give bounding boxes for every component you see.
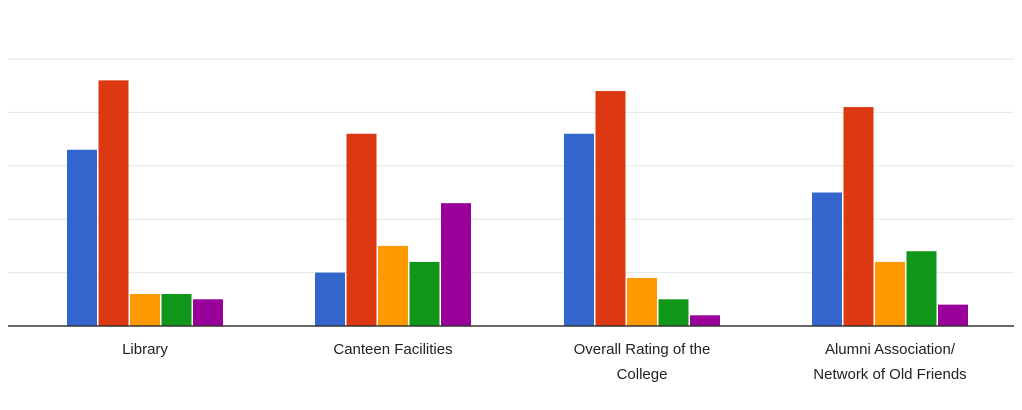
- bar[interactable]: [378, 245, 408, 326]
- bar[interactable]: [564, 133, 594, 326]
- bar[interactable]: [843, 107, 874, 326]
- bar[interactable]: [98, 80, 129, 326]
- bar[interactable]: [346, 133, 377, 326]
- category-label: College: [617, 366, 668, 383]
- bar[interactable]: [812, 192, 842, 327]
- bar[interactable]: [130, 293, 160, 326]
- bar[interactable]: [193, 299, 223, 326]
- bar[interactable]: [875, 261, 905, 326]
- bar[interactable]: [595, 91, 626, 326]
- bar[interactable]: [658, 299, 689, 326]
- bar[interactable]: [409, 261, 440, 326]
- bar[interactable]: [690, 315, 720, 326]
- category-labels: Library Canteen Facilities Overall Rating …: [122, 341, 967, 383]
- bar[interactable]: [441, 203, 471, 326]
- bar[interactable]: [67, 149, 97, 326]
- category-label: Library: [122, 341, 168, 358]
- category-label: Alumni Association/: [825, 341, 956, 358]
- category-label: Overall Rating of the: [574, 341, 711, 358]
- bar[interactable]: [315, 272, 345, 326]
- bar[interactable]: [938, 304, 968, 326]
- category-label: Canteen Facilities: [333, 341, 452, 358]
- bar[interactable]: [906, 251, 937, 326]
- bars: [67, 80, 968, 326]
- bar[interactable]: [627, 277, 657, 326]
- category-label: Network of Old Friends: [813, 366, 966, 383]
- bar[interactable]: [161, 293, 192, 326]
